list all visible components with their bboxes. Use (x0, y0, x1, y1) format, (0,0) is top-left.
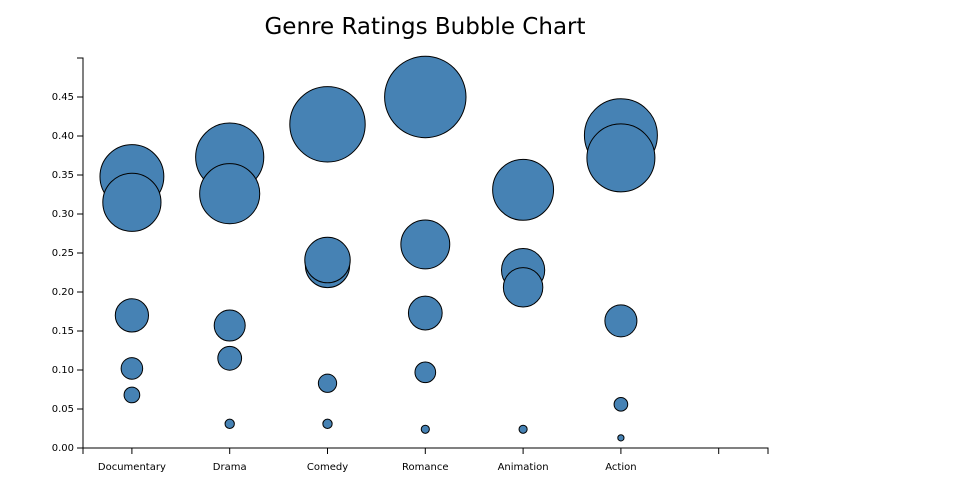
y-tick-label: 0.35 (52, 170, 74, 181)
y-tick-label: 0.20 (52, 287, 74, 298)
x-tick-label: Drama (213, 462, 247, 473)
y-tick-label: 0.25 (52, 248, 74, 259)
bubble (289, 86, 366, 163)
y-tick-label: 0.30 (52, 209, 74, 220)
bubble (617, 434, 625, 442)
x-tick-label: Documentary (98, 462, 166, 473)
bubble (213, 309, 246, 342)
bubble (613, 397, 629, 412)
chart-title: Genre Ratings Bubble Chart (264, 14, 586, 40)
y-tick-label: 0.45 (52, 92, 74, 103)
bubble (217, 345, 243, 371)
x-tick-label: Animation (498, 462, 549, 473)
bubble (502, 267, 544, 308)
bubble (224, 418, 235, 429)
bubble (604, 304, 638, 338)
y-tick-label: 0.15 (52, 326, 74, 337)
bubble (304, 236, 351, 284)
x-tick-label: Romance (402, 462, 448, 473)
bubble (420, 424, 430, 434)
y-tick-label: 0.00 (52, 443, 74, 454)
x-axis: Documentary Drama Comedy Romance Animation Ac… (82, 447, 769, 473)
bubble (407, 295, 443, 331)
y-tick-label: 0.10 (52, 365, 74, 376)
x-tick-label: Action (605, 462, 636, 473)
y-tick-label: 0.05 (52, 404, 74, 415)
bubble (384, 55, 467, 139)
bubble (114, 298, 150, 333)
bubble (322, 418, 333, 429)
bubble (317, 373, 338, 393)
y-tick-label: 0.40 (52, 131, 74, 142)
bubble (400, 219, 451, 270)
bubble (414, 361, 437, 384)
x-tick-label: Comedy (307, 462, 348, 473)
bubble (120, 357, 144, 380)
y-axis: 0.00 0.05 0.10 0.15 0.20 0.25 0.30 0.35 0.40 0.45 (52, 57, 84, 454)
bubble (123, 386, 141, 404)
bubble (492, 158, 555, 221)
bubble (102, 172, 162, 232)
bubble (518, 424, 528, 434)
bubble (199, 163, 261, 225)
bubble (586, 123, 656, 193)
bubbles-layer (99, 55, 658, 442)
